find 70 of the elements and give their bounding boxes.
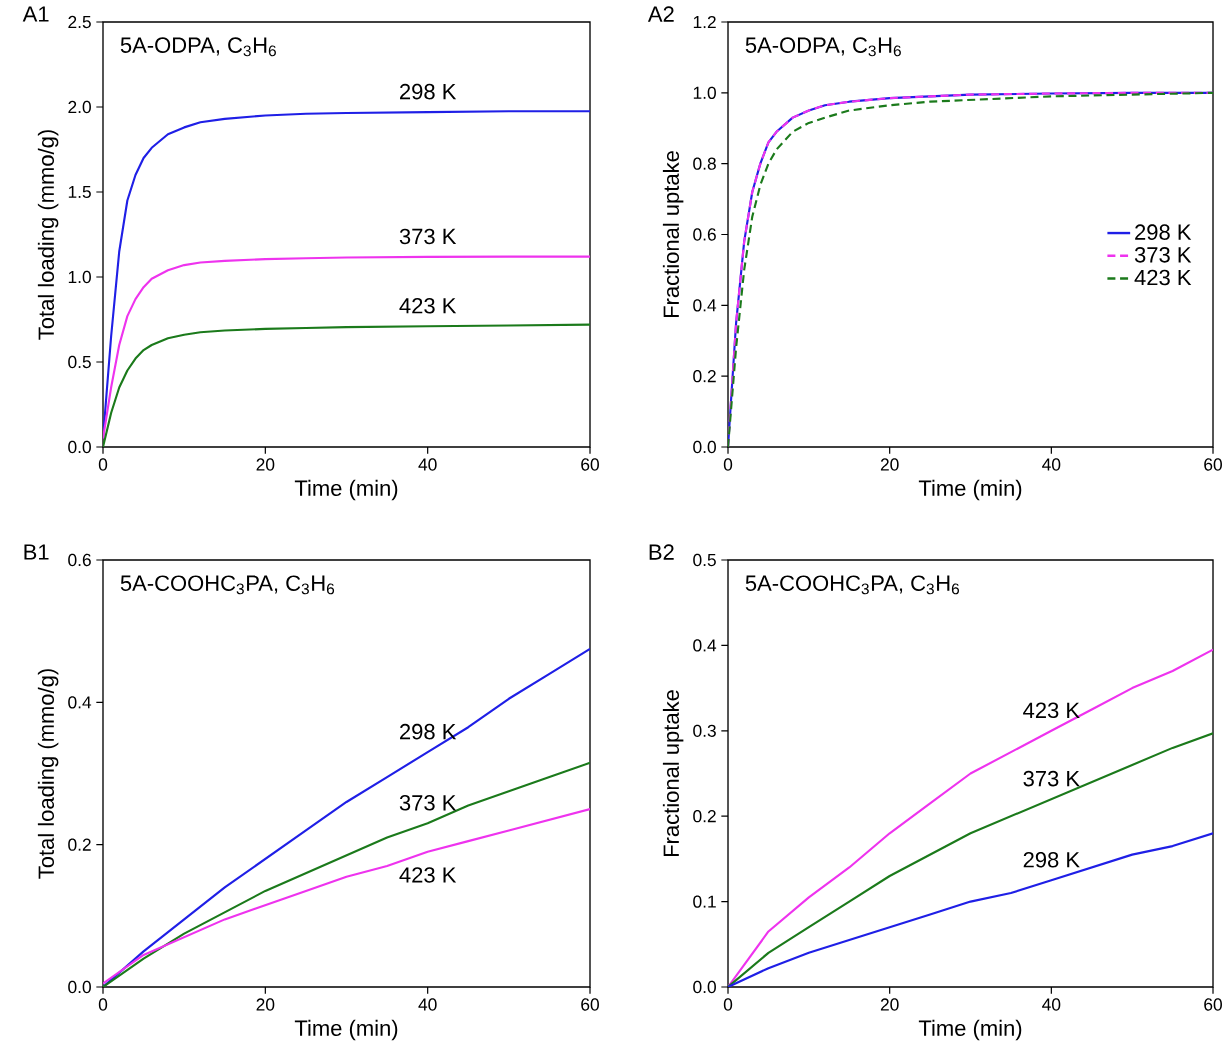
x-axis-title: Time (min) bbox=[294, 1019, 398, 1041]
y-tick-label: 0.2 bbox=[68, 838, 91, 851]
annotation: 5A-ODPA, C$_{3}$H$_{6}$ bbox=[745, 37, 901, 57]
x-axis-title: Time (min) bbox=[294, 479, 398, 501]
chart-title: B1 bbox=[24, 544, 49, 560]
x-tick-label: 60 bbox=[581, 998, 599, 1011]
y-tick-label: 0.6 bbox=[693, 228, 716, 241]
x-tick-label: 40 bbox=[418, 998, 437, 1011]
x-tick-label: 20 bbox=[880, 998, 899, 1011]
x-tick-label: 60 bbox=[1204, 458, 1222, 471]
y-axis-title: Fractional uptake bbox=[662, 151, 684, 318]
legend-label: 373 K bbox=[1134, 247, 1192, 263]
y-tick-label: 0.0 bbox=[693, 440, 716, 454]
y-tick-label: 0.3 bbox=[693, 724, 716, 737]
y-tick-label: 1.2 bbox=[693, 15, 716, 29]
annotation: 5A-COOHC$_{3}$PA, C$_{3}$H$_{6}$ bbox=[120, 575, 335, 595]
annotation: 5A-ODPA, C$_{3}$H$_{6}$ bbox=[120, 37, 276, 57]
x-axis-title: Time (min) bbox=[918, 1019, 1022, 1041]
y-axis-title: Total loading (mmo/g) bbox=[37, 669, 59, 879]
chart-title: A1 bbox=[22, 6, 49, 22]
line-series bbox=[728, 91, 1214, 447]
x-tick-label: 0 bbox=[98, 458, 108, 471]
y-tick-label: 1.0 bbox=[693, 86, 716, 99]
y-tick-label: 0.8 bbox=[693, 157, 716, 170]
x-tick-label: 0 bbox=[723, 458, 733, 471]
y-tick-label: 0.0 bbox=[68, 440, 91, 454]
x-tick-label: 60 bbox=[1204, 998, 1222, 1011]
y-tick-label: 0.5 bbox=[693, 553, 716, 567]
legend-label: 298 K bbox=[1135, 224, 1192, 240]
x-tick-label: 40 bbox=[418, 458, 437, 471]
series-label: 298 K bbox=[400, 723, 457, 740]
x-tick-label: 20 bbox=[880, 458, 899, 471]
x-tick-label: 20 bbox=[256, 998, 275, 1011]
y-axis-title: Fractional uptake bbox=[662, 690, 684, 857]
y-tick-label: 1.0 bbox=[68, 270, 91, 284]
line-series bbox=[103, 323, 591, 447]
chart-title: B2 bbox=[649, 544, 674, 560]
y-tick-label: 0.2 bbox=[693, 370, 716, 383]
x-tick-label: 60 bbox=[581, 458, 599, 471]
y-tick-label: 2.0 bbox=[68, 100, 91, 114]
y-tick-label: 0.5 bbox=[68, 355, 91, 369]
series-label: 423 K bbox=[1023, 702, 1080, 719]
y-tick-label: 0.2 bbox=[693, 810, 716, 823]
y-tick-label: 2.5 bbox=[68, 15, 91, 29]
x-axis-title: Time (min) bbox=[918, 479, 1022, 501]
legend-label: 423 K bbox=[1134, 269, 1192, 286]
series-label: 423 K bbox=[399, 867, 457, 883]
line-series bbox=[103, 255, 591, 440]
y-tick-label: 1.5 bbox=[68, 185, 91, 199]
y-axis-title: Total loading (mmo/g) bbox=[37, 130, 59, 340]
series-label: 298 K bbox=[1023, 851, 1080, 868]
series-label: 423 K bbox=[399, 298, 457, 314]
series-label: 298 K bbox=[400, 83, 457, 100]
series-label: 373 K bbox=[399, 228, 457, 245]
chart-title: A2 bbox=[647, 6, 674, 22]
series-label: 373 K bbox=[399, 795, 457, 811]
y-tick-label: 0.1 bbox=[693, 895, 716, 908]
x-tick-label: 0 bbox=[723, 998, 733, 1011]
y-tick-label: 0.4 bbox=[68, 696, 92, 709]
y-tick-label: 0.4 bbox=[693, 299, 717, 312]
y-tick-label: 0.0 bbox=[693, 980, 716, 994]
x-tick-label: 20 bbox=[256, 458, 275, 471]
y-tick-label: 0.0 bbox=[68, 980, 91, 994]
y-tick-label: 0.4 bbox=[693, 639, 717, 652]
series-label: 373 K bbox=[1023, 770, 1080, 787]
x-tick-label: 0 bbox=[98, 998, 108, 1011]
x-tick-label: 40 bbox=[1042, 998, 1061, 1011]
y-tick-label: 0.6 bbox=[68, 553, 91, 567]
x-tick-label: 40 bbox=[1042, 458, 1061, 471]
annotation: 5A-COOHC$_{3}$PA, C$_{3}$H$_{6}$ bbox=[745, 575, 960, 595]
